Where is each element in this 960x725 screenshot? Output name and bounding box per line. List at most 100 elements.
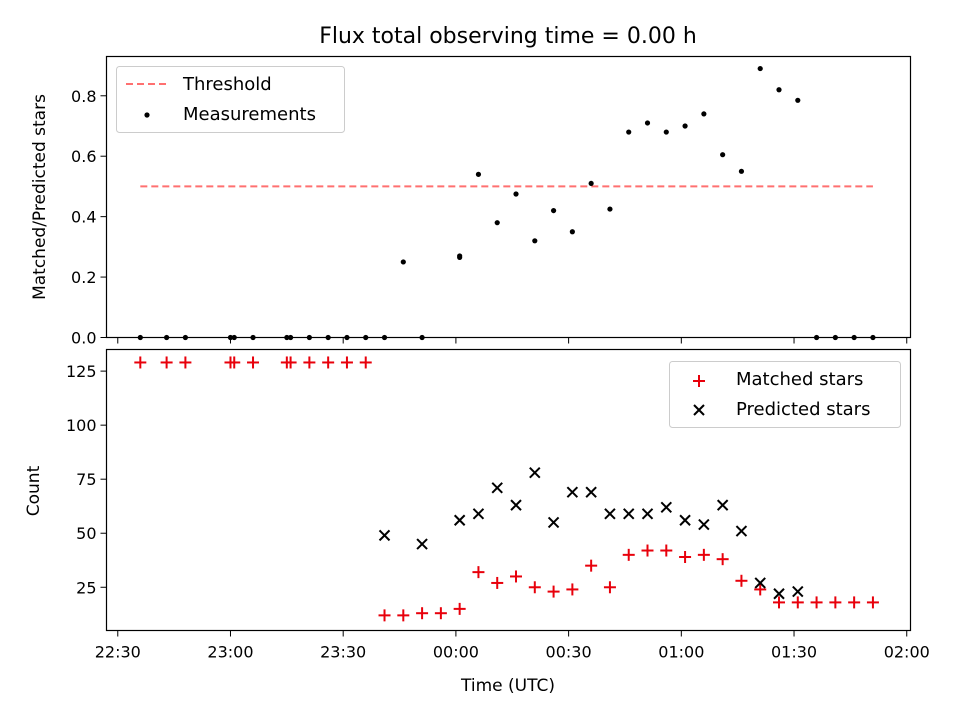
predicted-star-point [510, 499, 522, 511]
predicted-star-point [604, 508, 616, 520]
legend-matched-label: Matched stars [736, 369, 863, 390]
measurement-point [795, 97, 801, 103]
matched-star-point [453, 602, 466, 615]
predicted-star-point [416, 538, 428, 550]
predicted-star-point [453, 514, 466, 526]
measurement-point [569, 229, 575, 235]
bottom-xtick-label: 23:30 [320, 643, 366, 662]
predicted-star-point [623, 508, 635, 520]
measurement-point [494, 220, 500, 226]
matched-star-point [547, 585, 560, 598]
measurement-point [701, 111, 707, 117]
bottom-ytick-label: 50 [76, 524, 96, 543]
predicted-star-point [679, 514, 691, 526]
bottom-ytick-label: 75 [76, 470, 96, 489]
predicted-star-point [585, 486, 597, 498]
matched-star-point [510, 570, 523, 583]
matched-star-point [716, 553, 729, 566]
matched-star-point [472, 566, 485, 579]
predicted-star-point [378, 529, 391, 542]
matched-star-point [397, 609, 410, 622]
bottom-xtick-label: 01:30 [771, 643, 817, 662]
top-ytick-label: 0.8 [71, 87, 96, 106]
matched-star-point [697, 548, 710, 561]
matched-star-point [810, 596, 823, 609]
legend-measurements-swatch [144, 112, 150, 118]
measurement-point [550, 207, 557, 214]
matched-star-point [179, 356, 192, 369]
top-ytick-label: 0.4 [71, 208, 96, 227]
top-yticks: 0.0 0.2 0.4 0.6 0.8 [71, 87, 107, 348]
top-ytick-label: 0.6 [71, 147, 96, 166]
measurement-point [757, 65, 763, 72]
matched-star-point [434, 607, 447, 620]
matched-star-point [848, 596, 861, 609]
top-legend-box [116, 66, 345, 133]
bottom-xtick-label: 22:30 [95, 643, 141, 662]
predicted-star-point [566, 486, 579, 498]
measurement-point [738, 168, 745, 174]
bottom-ytick-label: 100 [66, 416, 97, 435]
predicted-star-point [547, 516, 560, 529]
predicted-star-point [698, 518, 710, 531]
legend-predicted-swatch [693, 404, 705, 416]
top-ylabel: Matched/Predicted stars [30, 94, 50, 300]
measurement-point [400, 259, 406, 265]
matched-star-point [340, 356, 353, 369]
bottom-xticks: 22:30 23:00 23:30 00:00 00:30 01:00 01:30 02:00 [95, 630, 930, 662]
top-xticks [117, 337, 908, 344]
bottom-xtick-label: 00:30 [546, 643, 592, 662]
matched-star-point [829, 596, 842, 609]
bottom-yticks: 25 50 75 100 125 [66, 362, 107, 597]
bottom-ytick-label: 125 [66, 362, 97, 381]
bottom-legend-box [669, 361, 901, 428]
top-ytick-label: 0.0 [71, 329, 96, 348]
predicted-star-point [716, 499, 729, 511]
matched-star-point [585, 559, 598, 572]
matched-star-point [160, 356, 173, 369]
measurement-point [607, 206, 613, 212]
predicted-star-point [754, 577, 766, 589]
measurement-point [626, 129, 632, 135]
predicted-star-point [792, 585, 804, 598]
matched-star-point [603, 581, 616, 594]
measurement-point [720, 152, 726, 158]
measurement-point [776, 87, 782, 93]
bottom-xtick-label: 02:00 [884, 643, 930, 662]
bottom-panel: 25 50 75 100 125 22:30 23:00 23:30 00:00 00:30 01… [24, 348, 930, 696]
matched-star-point [622, 548, 635, 561]
legend-matched-swatch [693, 375, 705, 387]
matched-star-point [134, 356, 147, 369]
matched-star-point [247, 356, 260, 369]
bottom-marks [134, 356, 879, 622]
measurement-point [457, 254, 463, 261]
predicted-star-point [660, 501, 673, 513]
bottom-xlabel: Time (UTC) [460, 676, 555, 696]
measurement-point [588, 180, 594, 187]
measurement-point [532, 238, 538, 244]
matched-star-point [528, 581, 541, 594]
matched-star-point [773, 596, 786, 609]
predicted-star-point [529, 467, 541, 479]
matched-star-point [491, 576, 504, 589]
top-legend: Threshold Measurements [116, 66, 345, 133]
matched-star-point [754, 583, 767, 596]
matched-star-point [641, 544, 654, 557]
matched-star-point [416, 607, 429, 620]
measurement-point [682, 123, 688, 129]
matched-star-point [866, 596, 879, 609]
matched-star-point [378, 609, 391, 622]
matched-star-point [679, 551, 692, 564]
measurement-point [663, 129, 669, 135]
chart-title: Flux total observing time = 0.00 h [319, 24, 697, 49]
matched-star-point [660, 544, 673, 557]
predicted-star-point [641, 508, 654, 520]
legend-threshold-label: Threshold [182, 74, 272, 95]
bottom-xtick-label: 23:00 [207, 643, 253, 662]
matched-star-point [284, 356, 297, 369]
predicted-star-point [773, 588, 785, 600]
matched-star-point [359, 356, 372, 369]
legend-measurements-label: Measurements [183, 104, 316, 125]
top-ytick-label: 0.2 [71, 268, 96, 287]
